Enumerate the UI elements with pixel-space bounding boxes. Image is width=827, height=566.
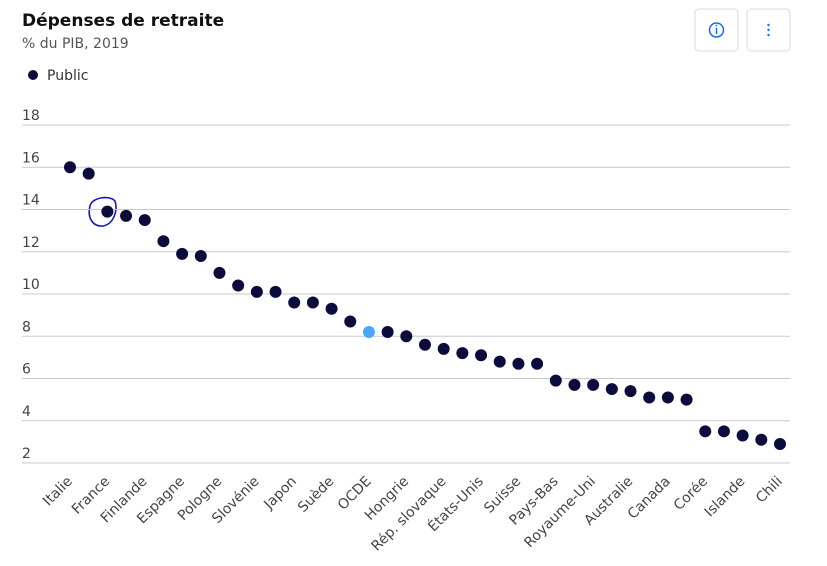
dot	[362, 326, 375, 339]
chart-title: Dépenses de retraite	[22, 11, 224, 31]
dot	[250, 285, 263, 298]
dot	[493, 355, 506, 368]
dot	[101, 205, 114, 218]
dot	[64, 161, 76, 174]
y-tick-label: 2	[22, 446, 31, 462]
dot	[587, 378, 600, 391]
dot	[306, 296, 319, 309]
menu-button[interactable]	[746, 8, 791, 52]
y-tick-label: 4	[22, 404, 31, 420]
x-tick-label: Chili	[753, 474, 786, 507]
hand-annotation	[88, 196, 117, 227]
x-tick-label: Japon	[260, 474, 300, 514]
dot	[157, 235, 170, 248]
x-tick-label: Suède	[295, 474, 337, 516]
y-tick-label: 14	[22, 193, 40, 209]
dot	[120, 209, 133, 222]
legend-marker	[28, 70, 38, 80]
dot	[717, 425, 730, 438]
dot	[269, 285, 282, 298]
dot	[568, 378, 581, 391]
dot	[138, 214, 151, 227]
dot	[605, 383, 618, 396]
dot	[213, 266, 226, 279]
dot	[232, 279, 245, 292]
dot	[736, 429, 749, 442]
dot	[344, 315, 357, 328]
y-tick-label: 8	[22, 319, 31, 335]
dot	[531, 357, 544, 370]
dot	[194, 249, 207, 262]
dot	[82, 167, 95, 180]
dot	[176, 247, 189, 260]
dot	[419, 338, 431, 351]
dot	[381, 326, 394, 339]
y-tick-label: 18	[22, 108, 40, 124]
dot	[661, 391, 674, 404]
y-tick-label: 16	[22, 150, 40, 166]
info-button[interactable]	[694, 8, 739, 52]
dot	[774, 437, 786, 450]
dot	[475, 349, 488, 362]
dot	[549, 374, 562, 387]
y-tick-label: 10	[22, 277, 40, 293]
y-tick-label: 12	[22, 235, 40, 251]
chart-subtitle: % du PIB, 2019	[22, 36, 129, 52]
dot	[325, 302, 338, 315]
x-tick-label: Islande	[702, 474, 749, 521]
dot	[288, 296, 301, 309]
dot	[624, 385, 637, 398]
legend-label: Public	[47, 68, 88, 84]
dot	[699, 425, 712, 438]
dot	[437, 342, 450, 355]
dot	[456, 347, 469, 360]
dot	[400, 330, 413, 343]
dot	[680, 393, 693, 406]
dot	[643, 391, 656, 404]
dot	[512, 357, 525, 370]
y-tick-label: 6	[22, 362, 31, 378]
dot	[755, 433, 768, 446]
